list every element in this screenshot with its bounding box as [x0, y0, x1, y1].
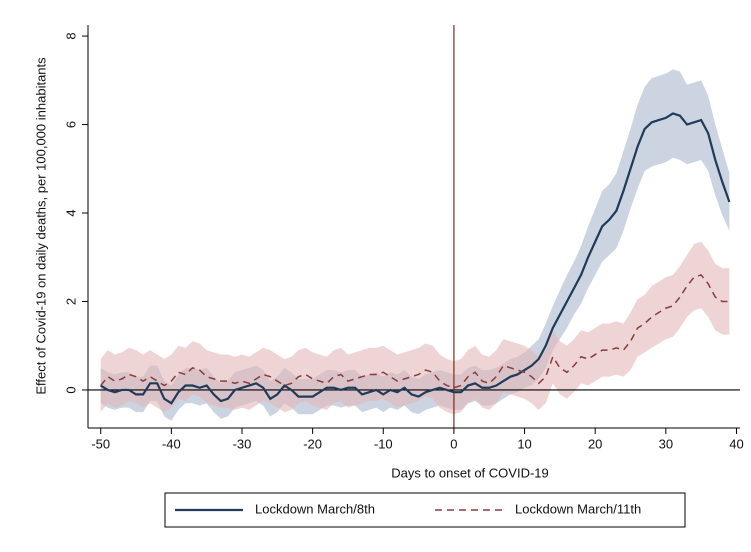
- x-tick-label: 30: [659, 436, 673, 451]
- series-line: [100, 112, 731, 405]
- y-axis-label: Effect of Covid-19 on daily deaths, per …: [33, 57, 48, 395]
- x-tick-label: -40: [162, 436, 181, 451]
- x-tick-label: 20: [588, 436, 602, 451]
- x-tick-label: -30: [233, 436, 252, 451]
- x-tick-label: 40: [729, 436, 743, 451]
- y-tick-label: 4: [63, 209, 78, 216]
- x-tick-label: -50: [91, 436, 110, 451]
- confidence-band: [100, 241, 730, 415]
- legend-label: Lockdown March/11th: [515, 501, 641, 516]
- legend-box: [164, 492, 686, 528]
- y-tick-label: 2: [63, 298, 78, 305]
- y-tick-label: 8: [63, 32, 78, 39]
- x-tick-label: 10: [517, 436, 531, 451]
- x-tick-label: 0: [450, 436, 457, 451]
- legend-label: Lockdown March/8th: [255, 501, 375, 516]
- series-line: [100, 274, 730, 389]
- x-tick-label: -20: [303, 436, 322, 451]
- x-tick-label: -10: [374, 436, 393, 451]
- x-axis-label: Days to onset of COVID-19: [391, 465, 549, 480]
- y-tick-label: 0: [63, 386, 78, 393]
- y-tick-label: 6: [63, 121, 78, 128]
